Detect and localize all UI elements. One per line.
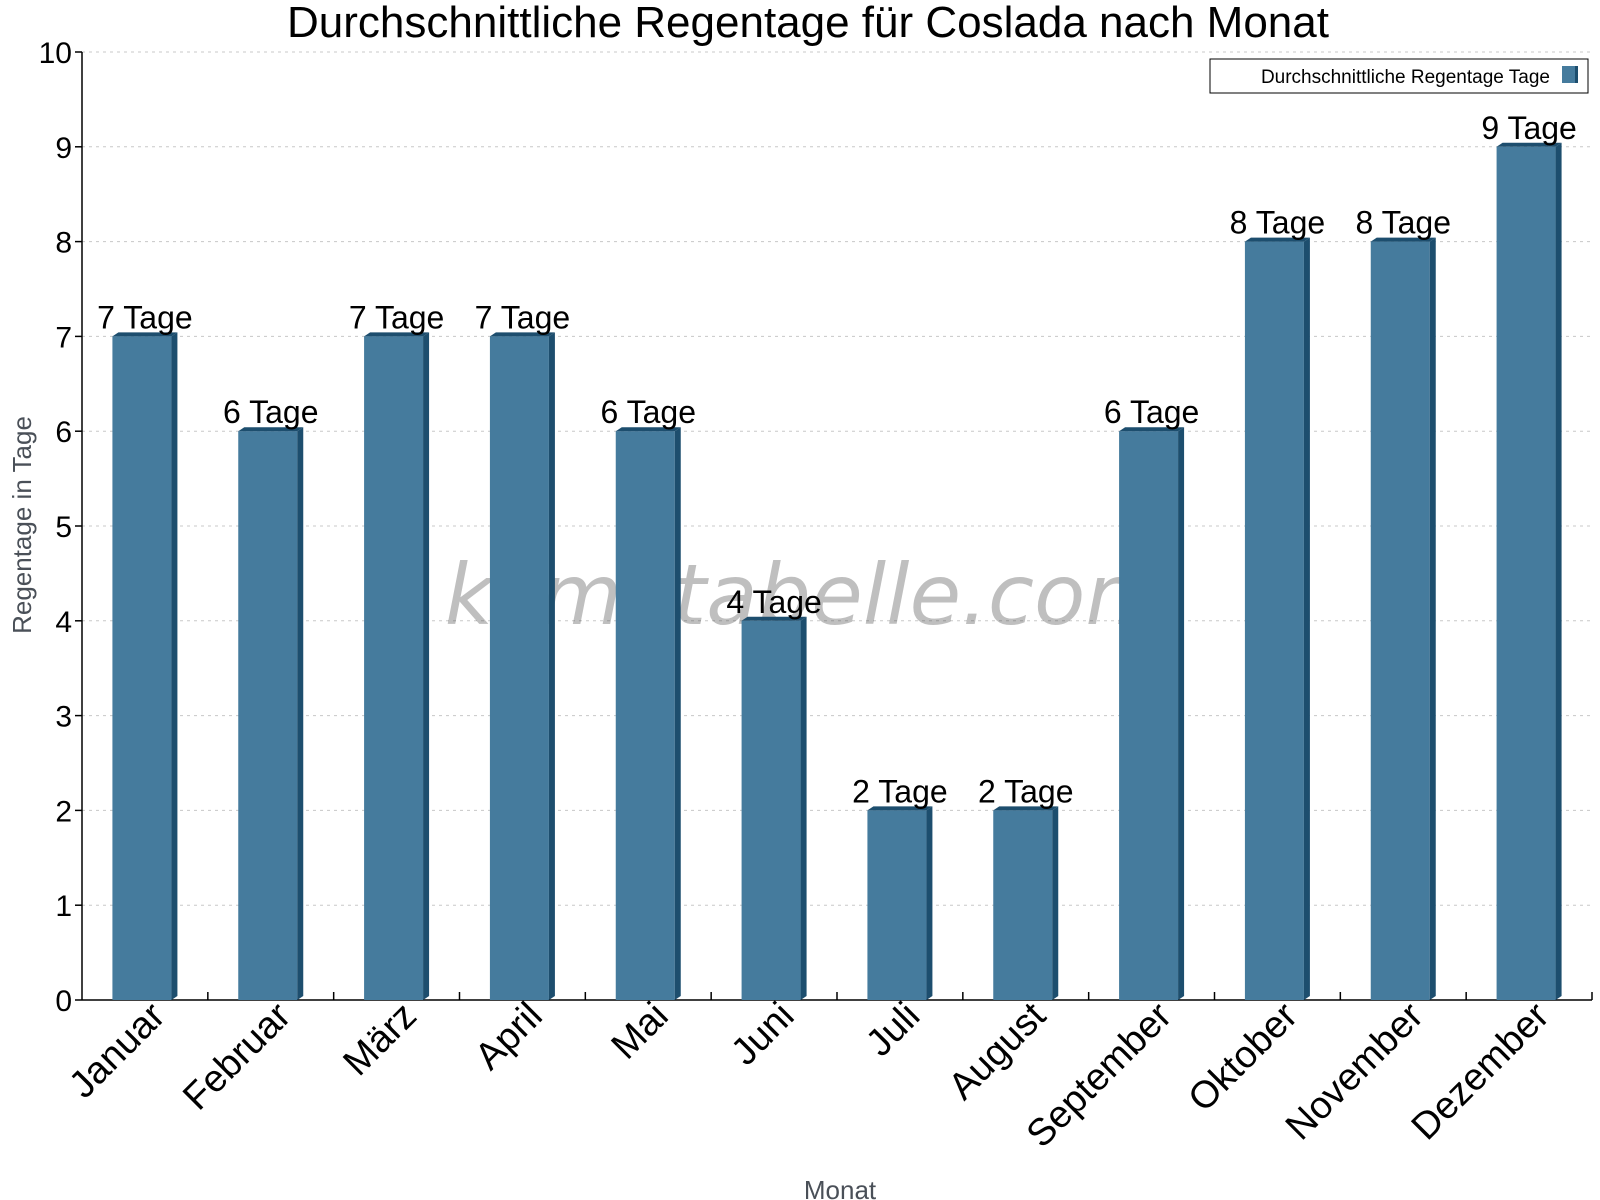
data-label: 6 Tage: [223, 394, 319, 430]
data-label: 4 Tage: [726, 584, 822, 620]
bar-side: [800, 616, 807, 1000]
bar-top: [993, 806, 1059, 811]
bar: [615, 431, 675, 1000]
bar: [1119, 431, 1179, 1000]
bar-top: [1370, 237, 1436, 242]
x-tick-label: Juli: [858, 995, 928, 1065]
legend-swatch: [1562, 66, 1575, 83]
bar-top: [489, 332, 555, 337]
bar-side: [297, 427, 304, 1000]
x-tick-label: März: [336, 995, 425, 1084]
x-tick-labels: Januar Februar März April Mai Juni Juli AugustS…: [61, 994, 1557, 1155]
data-label: 2 Tage: [978, 773, 1074, 809]
data-labels: 7 Tage 6 Tage 7 Tage 7 Tage 6 Tage 4 Tage 2 Ta…: [97, 110, 1577, 810]
bar-top: [741, 616, 807, 621]
bar: [364, 336, 424, 1000]
axes: [75, 51, 1593, 1001]
y-tick-label: 5: [55, 511, 72, 544]
y-tick-label: 3: [55, 701, 72, 734]
x-tick-label: Januar: [61, 994, 173, 1106]
y-tick-label: 1: [55, 890, 72, 923]
data-label: 2 Tage: [852, 773, 948, 809]
x-tick-label: Mai: [604, 995, 677, 1068]
legend-box: [1209, 58, 1589, 94]
y-tick-label: 10: [39, 37, 72, 70]
data-label: 7 Tage: [349, 299, 445, 335]
bar-top: [615, 427, 681, 432]
bar-side: [171, 332, 178, 1000]
x-tick-label: August: [941, 994, 1055, 1108]
data-label: 6 Tage: [1104, 394, 1200, 430]
bar-top: [1119, 427, 1185, 432]
y-tick-label: 6: [55, 416, 72, 449]
bar: [1496, 146, 1556, 1001]
y-tick-label: 9: [55, 132, 72, 165]
chart-title: Durchschnittliche Regentage für Coslada …: [287, 0, 1329, 47]
data-label: 8 Tage: [1230, 205, 1326, 241]
data-label: 8 Tage: [1356, 205, 1452, 241]
legend-swatch-side: [1575, 66, 1578, 83]
bar-side: [926, 806, 933, 1000]
bar: [112, 336, 172, 1000]
x-tick-label: Februar: [175, 994, 299, 1118]
bar-side: [1052, 806, 1059, 1000]
bar-top: [364, 332, 430, 337]
y-tick-label: 2: [55, 795, 72, 828]
bars: [112, 142, 1562, 1001]
legend-label: Durchschnittliche Regentage Tage: [1261, 67, 1550, 88]
bar: [1370, 241, 1430, 1001]
bar-side: [1303, 237, 1310, 1001]
x-tick-label: April: [467, 995, 550, 1078]
y-axis-title: Regentage in Tage: [7, 416, 37, 634]
y-tick-labels: 0 1 2 3 4 5 6 7 8 9 10: [39, 37, 72, 1018]
x-tick-label: November: [1278, 994, 1432, 1148]
x-tick-label: Dezember: [1404, 994, 1558, 1148]
data-label: 7 Tage: [97, 299, 193, 335]
x-tick-label: Juni: [723, 995, 802, 1074]
data-label: 9 Tage: [1481, 110, 1577, 146]
bar-top: [112, 332, 178, 337]
bar-side: [1178, 427, 1185, 1000]
y-tick-label: 8: [55, 227, 72, 260]
y-tick-label: 7: [55, 321, 72, 354]
bar: [993, 810, 1053, 1000]
bar-side: [674, 427, 681, 1000]
bar: [867, 810, 927, 1000]
bar: [1244, 241, 1304, 1001]
x-axis-title: Monat: [804, 1175, 877, 1200]
bar-top: [1496, 142, 1562, 147]
legend: Durchschnittliche Regentage Tage: [1209, 58, 1589, 94]
grid: [82, 51, 1592, 906]
bar-top: [238, 427, 304, 432]
bar-side: [548, 332, 555, 1000]
data-label: 6 Tage: [601, 394, 697, 430]
bar-side: [1429, 237, 1436, 1001]
x-tick-label: Oktober: [1181, 994, 1307, 1120]
bar-top: [1244, 237, 1310, 242]
y-tick-label: 0: [55, 985, 72, 1018]
bar-side: [1555, 142, 1562, 1001]
data-label: 7 Tage: [475, 299, 571, 335]
bar: [741, 620, 801, 1000]
bar-top: [867, 806, 933, 811]
bar-side: [423, 332, 430, 1000]
bar: [489, 336, 549, 1000]
y-tick-label: 4: [55, 606, 72, 639]
bar: [238, 431, 298, 1000]
